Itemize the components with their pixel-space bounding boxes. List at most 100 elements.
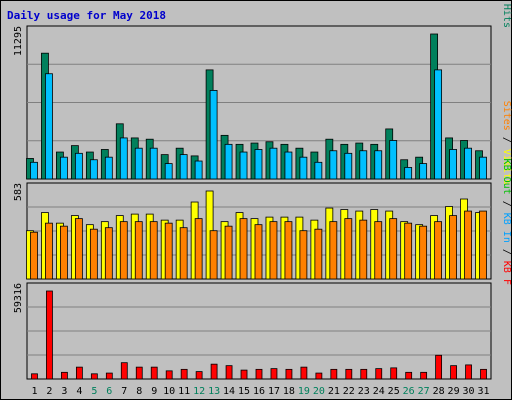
- bar-files-9: [149, 147, 158, 180]
- bar-kb-f-15: [240, 369, 248, 380]
- x-tick-label: 28: [433, 386, 445, 397]
- bar-kb-f-2: [46, 290, 53, 380]
- bar-sites-21: [329, 221, 338, 280]
- legend-item: Hits: [501, 4, 512, 28]
- x-tick-label: 10: [163, 386, 175, 397]
- bar-sites-22: [344, 218, 353, 280]
- bar-files-13: [209, 90, 218, 180]
- x-tick-label: 9: [151, 386, 157, 397]
- x-tick-label: 19: [298, 386, 310, 397]
- bar-sites-24: [374, 221, 383, 280]
- bar-sites-27: [419, 225, 428, 280]
- bar-kb-f-25: [390, 367, 398, 380]
- x-tick-label: 1: [31, 386, 37, 397]
- x-axis-labels: 1 2 3 4 5 6 7 8 9 10 11 12 13 14 15 16 17 18 19 20 21 22 23 24 2…: [31, 386, 489, 397]
- bar-files-2: [45, 73, 53, 180]
- bar-files-6: [104, 156, 113, 180]
- bar-sites-20: [314, 228, 323, 280]
- x-tick-label: 7: [121, 386, 127, 397]
- bar-sites-18: [284, 221, 293, 280]
- bar-files-5: [89, 159, 98, 180]
- max-value-label: 583: [13, 183, 24, 201]
- x-tick-label: 22: [343, 386, 355, 397]
- bar-kb-f-6: [105, 372, 113, 380]
- bar-kb-f-5: [90, 373, 98, 380]
- bar-sites-23: [359, 219, 368, 280]
- bar-files-23: [359, 150, 368, 180]
- legend-item: KB F: [501, 261, 512, 285]
- x-tick-label: 25: [388, 386, 400, 397]
- bar-sites-17: [269, 221, 278, 280]
- bar-sites-16: [254, 224, 263, 280]
- bar-kb-f-21: [330, 368, 338, 380]
- legend-item: Sites: [501, 101, 512, 131]
- bar-files-16: [254, 149, 263, 180]
- bar-sites-6: [104, 227, 113, 280]
- bar-sites-2: [45, 222, 53, 280]
- legend-separator: /: [501, 1, 512, 4]
- x-tick-label: 5: [91, 386, 97, 397]
- bar-sites-31: [479, 210, 487, 280]
- x-tick-label: 29: [448, 386, 460, 397]
- bar-sites-10: [164, 222, 173, 280]
- bar-files-11: [179, 154, 188, 180]
- bar-sites-5: [89, 228, 98, 280]
- x-tick-label: 14: [223, 386, 235, 397]
- x-tick-label: 16: [253, 386, 265, 397]
- bar-sites-25: [389, 218, 398, 280]
- bar-kb-f-13: [210, 363, 218, 380]
- bar-sites-19: [299, 230, 308, 280]
- bar-files-19: [299, 156, 308, 180]
- legend-item: KB Out: [501, 159, 512, 195]
- bar-files-28: [434, 69, 443, 180]
- bar-files-21: [329, 150, 338, 180]
- legend: Sites / Visits: [501, 101, 512, 185]
- bar-sites-30: [464, 210, 472, 280]
- max-value-label: 11295: [13, 26, 24, 56]
- bar-files-12: [194, 160, 203, 180]
- panel-1: 11295 Pages / Files / Hits: [13, 1, 512, 180]
- bar-sites-26: [404, 222, 413, 280]
- bar-sites-29: [449, 215, 457, 280]
- bar-kb-f-9: [150, 366, 158, 380]
- panel-2: 583 Sites / Visits: [13, 101, 512, 280]
- bar-sites-8: [134, 221, 143, 280]
- bar-files-10: [164, 163, 173, 180]
- legend-item: KB In: [501, 213, 512, 243]
- bar-kb-f-31: [480, 368, 487, 380]
- bar-kb-f-18: [285, 368, 293, 380]
- bar-files-24: [374, 150, 383, 180]
- x-tick-label: 11: [178, 386, 190, 397]
- x-tick-label: 8: [136, 386, 142, 397]
- bar-sites-1: [30, 231, 38, 280]
- bar-files-14: [224, 143, 233, 180]
- bar-files-22: [344, 152, 353, 180]
- bar-kb-f-29: [450, 365, 457, 380]
- bar-sites-4: [74, 218, 83, 280]
- x-tick-label: 18: [283, 386, 295, 397]
- bar-sites-14: [224, 225, 233, 280]
- bar-kb-f-23: [360, 368, 368, 380]
- bar-kb-f-16: [255, 368, 263, 380]
- bar-kb-f-17: [270, 368, 278, 380]
- bar-sites-9: [149, 221, 158, 280]
- legend-separator: /: [501, 195, 512, 213]
- bar-sites-7: [119, 221, 128, 280]
- bar-files-31: [479, 156, 487, 180]
- x-tick-label: 26: [403, 386, 415, 397]
- bar-kb-f-14: [225, 365, 233, 380]
- bar-files-26: [404, 167, 413, 180]
- x-tick-label: 21: [328, 386, 340, 397]
- bar-files-18: [284, 151, 293, 180]
- x-tick-label: 2: [46, 386, 52, 397]
- bar-sites-11: [179, 227, 188, 280]
- legend-separator: /: [501, 243, 512, 261]
- bar-kb-f-26: [405, 371, 413, 380]
- panel-3: 59316 KB Out / KB In / KB F: [13, 159, 512, 380]
- x-tick-label: 6: [106, 386, 112, 397]
- bar-kb-f-4: [75, 366, 83, 380]
- bar-kb-f-30: [465, 364, 472, 380]
- bar-files-29: [449, 149, 457, 180]
- legend-item: Visits: [501, 149, 512, 185]
